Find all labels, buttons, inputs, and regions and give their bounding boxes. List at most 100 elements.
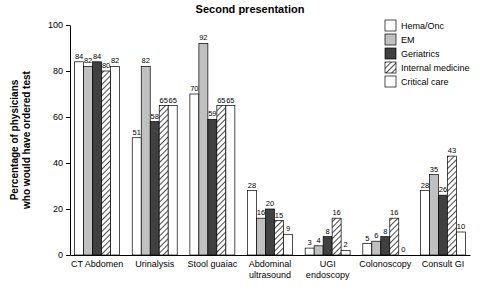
bar — [226, 106, 235, 256]
data-label: 43 — [448, 146, 456, 155]
bar — [447, 156, 456, 255]
bar — [323, 237, 332, 255]
legend-label: EM — [401, 35, 415, 45]
x-tick: Abdominalultrasound — [249, 259, 292, 279]
x-tick-label: Colonoscopy — [359, 259, 412, 269]
legend-label: Hema/Onc — [401, 21, 445, 31]
data-label: 82 — [111, 56, 119, 65]
bar — [248, 191, 257, 255]
bar — [314, 246, 323, 255]
x-tick-label: Urinalysis — [135, 259, 175, 269]
plot: 020406080100CT AbdomenUrinalysisStool gu… — [48, 20, 471, 279]
y-tick-mark — [66, 25, 70, 26]
data-label: 65 — [217, 96, 225, 105]
data-label: 28 — [248, 181, 256, 190]
data-label: 2 — [344, 240, 348, 249]
y-axis: 0 20 40 60 80 100 — [48, 20, 71, 260]
y-tick: 40 — [53, 158, 70, 168]
x-tick: CT Abdomen — [71, 259, 123, 269]
legend-label: Critical care — [401, 77, 449, 87]
y-tick-label: 0 — [58, 250, 63, 260]
bar — [141, 66, 150, 255]
bar — [266, 209, 275, 255]
y-tick-mark — [66, 71, 70, 72]
bar — [305, 248, 314, 255]
bar — [456, 232, 465, 255]
bar — [75, 62, 84, 255]
x-tick: Colonoscopy — [359, 259, 412, 269]
bar — [274, 221, 283, 256]
data-label: 16 — [332, 208, 340, 217]
data-label: 5 — [365, 234, 369, 243]
data-label: 20 — [266, 199, 274, 208]
legend-label: Geriatrics — [401, 49, 440, 59]
x-tick-label: UGIendoscopy — [306, 259, 350, 279]
x-axis-line — [71, 255, 471, 256]
bar — [84, 66, 93, 255]
bar — [217, 106, 226, 256]
data-label: 82 — [142, 56, 150, 65]
data-label: 58 — [151, 112, 159, 121]
bar — [132, 138, 141, 255]
data-label: 82 — [84, 56, 92, 65]
legend-swatch — [385, 76, 396, 87]
legend-swatch — [385, 20, 396, 31]
legend: Hema/OncEMGeriatricsInternal medicineCri… — [385, 20, 470, 87]
data-label: 80 — [102, 61, 110, 70]
data-label: 16 — [257, 208, 265, 217]
data-label: 28 — [421, 181, 429, 190]
data-label: 15 — [275, 211, 283, 220]
data-label: 35 — [430, 165, 438, 174]
legend-item: Critical care — [385, 76, 449, 87]
x-axis: CT AbdomenUrinalysisStool guaiacAbdomina… — [71, 256, 471, 280]
bar — [381, 237, 390, 255]
data-label: 26 — [439, 185, 447, 194]
y-tick: 80 — [53, 66, 70, 76]
bar — [93, 62, 102, 255]
x-tick-label: Consult GI — [422, 259, 465, 269]
y-tick: 20 — [53, 204, 70, 214]
bar — [111, 66, 120, 255]
y-tick-mark — [66, 255, 70, 256]
bar — [372, 241, 381, 255]
bar — [341, 250, 350, 255]
data-label: 10 — [457, 222, 465, 231]
legend-swatch — [385, 62, 396, 73]
x-tick-label: Abdominalultrasound — [249, 259, 292, 279]
bar — [257, 218, 266, 255]
bar — [168, 106, 177, 256]
bar — [363, 244, 372, 256]
y-tick-label: 60 — [53, 112, 63, 122]
bar — [332, 218, 341, 255]
bar — [438, 195, 447, 255]
bar — [150, 122, 159, 255]
legend-item: Hema/Onc — [385, 20, 445, 31]
y-axis-title: Percentage of physicianswho would have o… — [9, 70, 32, 209]
data-label: 6 — [374, 231, 378, 240]
data-label: 51 — [133, 128, 141, 137]
data-label: 92 — [199, 33, 207, 42]
bar — [199, 43, 208, 255]
data-label: 8 — [383, 227, 387, 236]
legend-swatch — [385, 34, 396, 45]
y-tick: 0 — [58, 250, 70, 260]
bar — [390, 218, 399, 255]
data-label: 0 — [401, 245, 405, 254]
data-label: 3 — [308, 238, 312, 247]
x-tick: UGIendoscopy — [306, 259, 350, 279]
bar — [399, 255, 408, 256]
data-label: 65 — [160, 96, 168, 105]
bar — [159, 106, 168, 256]
title: Second presentation — [196, 3, 305, 15]
y-tick-mark — [66, 163, 70, 164]
legend-item: EM — [385, 34, 415, 45]
x-tick: Urinalysis — [135, 259, 175, 269]
y-tick: 100 — [48, 20, 70, 30]
bar — [190, 94, 199, 255]
bar — [420, 191, 429, 255]
y-tick: 60 — [53, 112, 70, 122]
data-label: 70 — [190, 84, 198, 93]
bar — [102, 71, 111, 255]
bar — [208, 119, 217, 255]
legend-swatch — [385, 48, 396, 59]
